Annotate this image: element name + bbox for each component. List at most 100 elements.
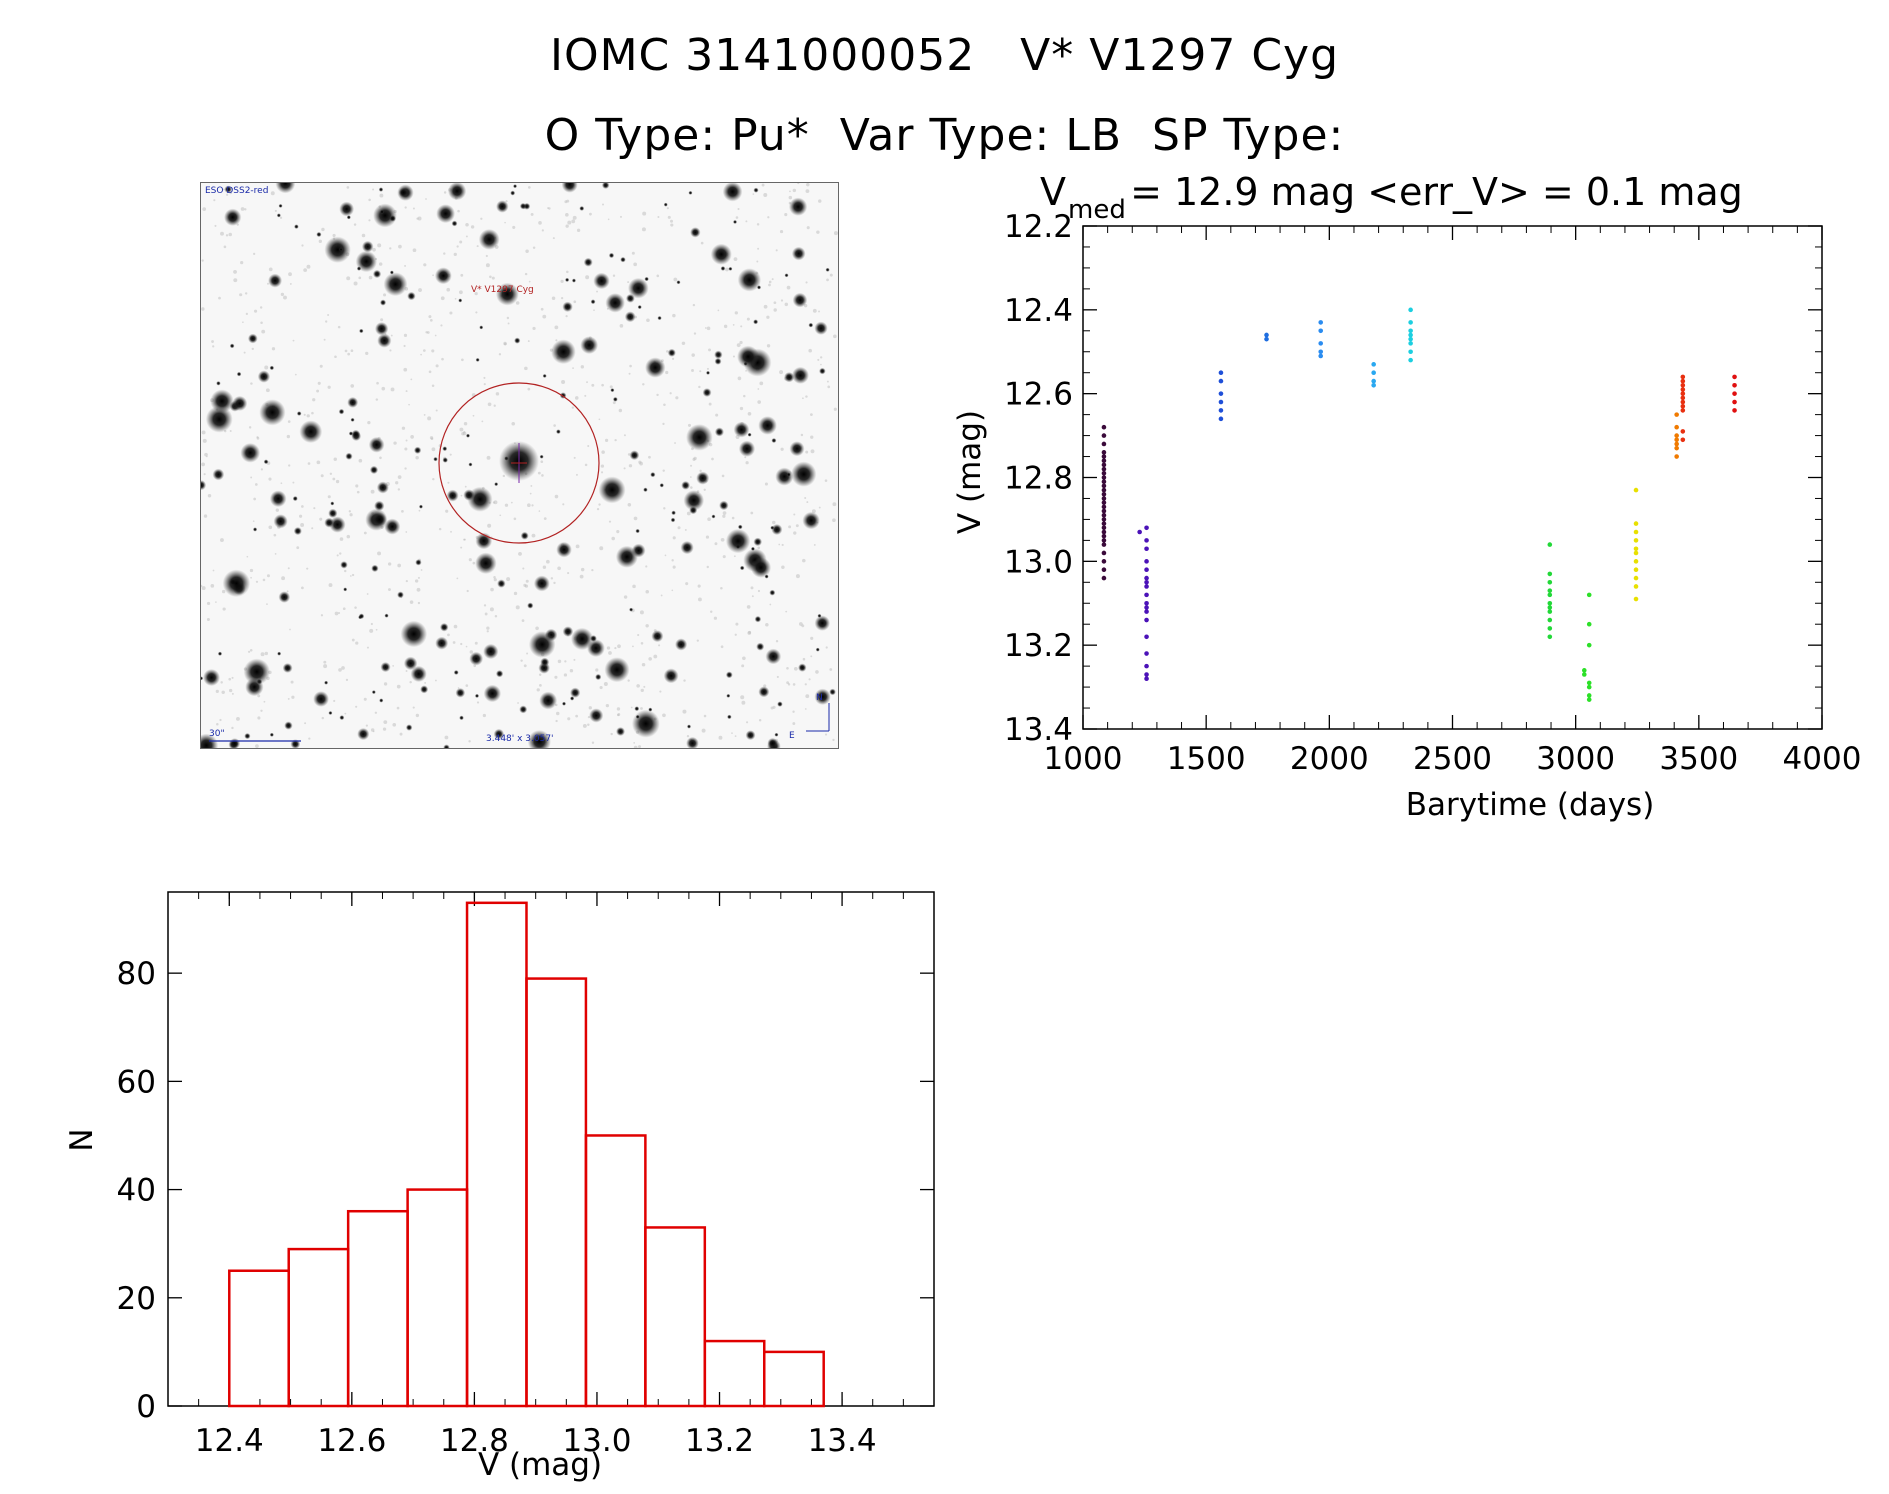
faint-star: [832, 518, 836, 523]
lc-title-vmed: V: [1040, 170, 1066, 214]
star: [644, 276, 649, 282]
faint-star: [641, 227, 646, 232]
star: [651, 630, 664, 643]
star: [463, 489, 475, 501]
hist-bar: [703, 1339, 766, 1408]
faint-star: [281, 576, 286, 581]
faint-star: [817, 358, 820, 361]
faint-star: [804, 683, 807, 686]
faint-star: [575, 473, 578, 476]
faint-star: [696, 639, 699, 642]
faint-star: [750, 511, 754, 515]
faint-star: [397, 563, 402, 568]
faint-star: [389, 349, 392, 352]
faint-star: [255, 744, 259, 748]
star: [377, 333, 392, 348]
star: [418, 504, 423, 509]
faint-star: [368, 198, 371, 202]
star: [439, 622, 449, 632]
faint-star: [443, 191, 447, 194]
faint-star: [412, 248, 417, 253]
faint-star: [327, 385, 331, 389]
faint-star: [547, 207, 550, 210]
lc-data-point: [1144, 609, 1149, 614]
faint-star: [552, 237, 555, 240]
faint-star: [810, 636, 814, 640]
faint-star: [566, 270, 569, 274]
faint-star: [275, 508, 279, 512]
faint-star: [328, 583, 333, 588]
lc-x-tick-label: 2500: [1413, 741, 1492, 777]
faint-star: [616, 707, 621, 711]
lc-y-tick-label: 12.2: [1004, 209, 1073, 245]
faint-star: [677, 526, 681, 530]
faint-star: [255, 580, 259, 583]
faint-star: [700, 241, 704, 245]
faint-star: [203, 514, 208, 518]
faint-star: [242, 321, 244, 324]
lc-data-point: [1680, 408, 1686, 413]
faint-star: [745, 220, 748, 223]
hist-x-axis-label: V (mag): [478, 1447, 602, 1483]
faint-star: [745, 461, 749, 465]
hist-bar: [346, 1209, 409, 1408]
faint-star: [602, 203, 605, 206]
faint-star: [366, 646, 369, 649]
lc-data-point: [1264, 332, 1269, 338]
faint-star: [435, 364, 439, 368]
star: [645, 357, 666, 378]
faint-star: [320, 614, 324, 617]
faint-star: [355, 641, 359, 645]
faint-star: [640, 688, 644, 693]
lc-data-point: [1732, 408, 1737, 413]
faint-star: [788, 525, 792, 529]
faint-star: [631, 251, 635, 255]
faint-star: [319, 517, 323, 521]
star: [769, 589, 776, 596]
lc-data-point: [1674, 454, 1679, 459]
faint-star: [422, 349, 426, 352]
star: [589, 708, 604, 723]
star: [372, 269, 382, 279]
faint-star: [379, 193, 384, 198]
faint-star: [470, 225, 475, 229]
faint-star: [684, 528, 687, 531]
faint-star: [714, 542, 718, 546]
faint-star: [633, 262, 637, 267]
faint-star: [334, 611, 339, 616]
star: [629, 450, 640, 461]
faint-star: [378, 262, 383, 266]
star: [788, 197, 808, 216]
star: [224, 185, 232, 194]
faint-star: [589, 212, 592, 216]
faint-star: [306, 414, 310, 418]
faint-star: [693, 456, 697, 461]
faint-star: [595, 668, 599, 672]
star: [756, 285, 762, 290]
star: [316, 231, 322, 238]
faint-star: [686, 734, 690, 738]
faint-star: [202, 207, 207, 211]
faint-star: [303, 413, 306, 416]
star: [350, 417, 355, 422]
faint-star: [233, 269, 237, 274]
faint-star: [288, 272, 292, 277]
faint-star: [404, 264, 407, 267]
faint-star: [795, 574, 800, 579]
faint-star: [344, 569, 347, 573]
faint-star: [656, 393, 659, 397]
faint-star: [610, 732, 613, 736]
lc-data-point: [1680, 399, 1686, 405]
faint-star: [271, 347, 276, 351]
faint-star: [687, 423, 691, 427]
faint-star: [260, 709, 263, 712]
faint-star: [503, 341, 507, 346]
faint-star: [351, 573, 355, 577]
faint-star: [203, 473, 206, 476]
faint-star: [449, 453, 452, 456]
lc-data-point: [1633, 575, 1639, 581]
faint-star: [303, 268, 308, 272]
lc-data-point: [1547, 592, 1553, 598]
faint-star: [404, 447, 408, 451]
faint-star: [370, 622, 373, 626]
